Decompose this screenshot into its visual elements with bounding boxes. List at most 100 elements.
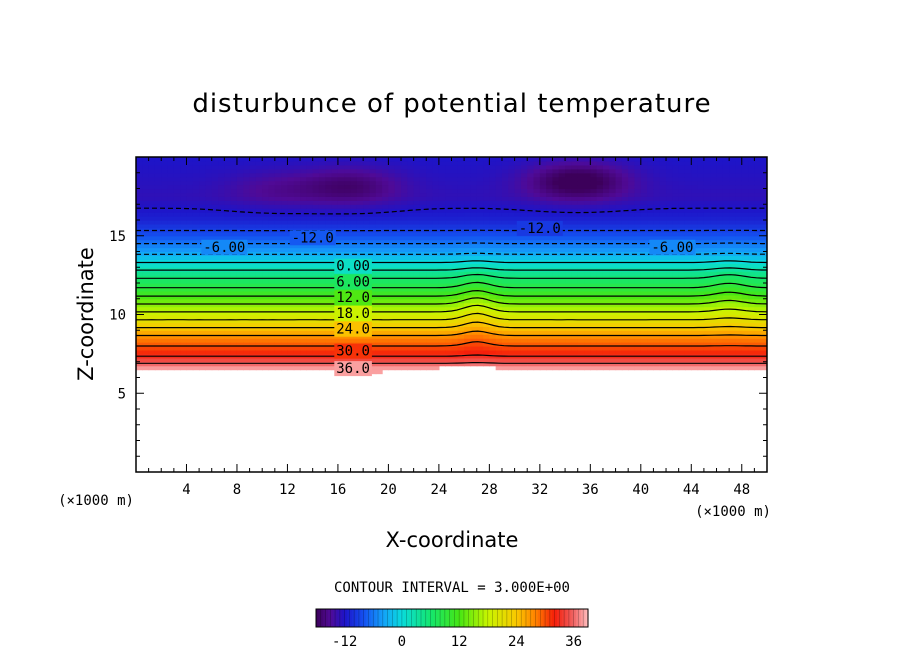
- field-cell: [419, 216, 427, 221]
- field-cell: [413, 346, 421, 351]
- field-cell: [142, 204, 150, 209]
- field-cell: [192, 361, 200, 367]
- field-cell: [173, 180, 181, 186]
- field-cell: [337, 247, 345, 253]
- field-cell: [300, 302, 307, 308]
- field-cell: [262, 223, 270, 229]
- field-cell: [401, 357, 408, 363]
- field-cell: [520, 164, 528, 170]
- field-cell: [672, 168, 680, 174]
- field-cell: [590, 157, 598, 162]
- field-cell: [615, 204, 623, 209]
- field-cell: [205, 271, 213, 276]
- field-cell: [571, 357, 579, 363]
- field-cell: [672, 208, 680, 213]
- field-cell: [274, 227, 282, 233]
- field-cell: [236, 271, 244, 276]
- field-cell: [243, 168, 251, 174]
- field-cell: [501, 357, 509, 363]
- field-cell: [470, 157, 478, 162]
- field-cell: [571, 168, 579, 174]
- field-cell: [161, 168, 169, 174]
- field-cell: [672, 196, 680, 201]
- field-cell: [192, 157, 200, 162]
- field-cell: [136, 243, 143, 249]
- field-cell: [161, 275, 169, 280]
- field-cell: [249, 192, 257, 197]
- field-cell: [281, 223, 289, 229]
- field-cell: [413, 196, 421, 201]
- field-cell: [634, 255, 642, 260]
- field-cell: [634, 196, 642, 201]
- field-cell: [483, 279, 490, 284]
- field-cell: [602, 306, 610, 312]
- field-cell: [432, 279, 440, 284]
- field-cell: [659, 172, 667, 178]
- field-cell: [489, 286, 497, 292]
- field-cell: [584, 349, 591, 355]
- field-cell: [464, 338, 472, 343]
- field-cell: [218, 346, 225, 351]
- field-cell: [470, 160, 478, 166]
- field-cell: [192, 172, 200, 178]
- field-cell: [470, 212, 478, 217]
- field-cell: [262, 172, 270, 178]
- field-cell: [236, 365, 244, 371]
- field-cell: [281, 168, 289, 174]
- field-cell: [218, 188, 225, 194]
- field-cell: [539, 188, 547, 194]
- field-cell: [306, 275, 314, 280]
- field-cell: [533, 302, 541, 308]
- field-cell: [401, 318, 408, 323]
- field-cell: [565, 172, 572, 178]
- field-cell: [590, 204, 598, 209]
- field-cell: [527, 180, 535, 186]
- field-cell: [312, 160, 320, 166]
- field-cell: [596, 231, 604, 237]
- field-cell: [161, 212, 169, 217]
- field-cell: [287, 294, 295, 300]
- field-cell: [684, 330, 692, 335]
- field-cell: [495, 231, 503, 237]
- field-cell: [243, 318, 251, 323]
- field-cell: [331, 172, 339, 178]
- field-cell: [672, 184, 680, 190]
- field-cell: [205, 365, 213, 371]
- field-cell: [476, 176, 484, 182]
- field-cell: [388, 239, 396, 245]
- field-cell: [167, 216, 175, 221]
- field-cell: [640, 255, 648, 260]
- field-cell: [211, 192, 219, 197]
- field-cell: [255, 318, 263, 323]
- field-cell: [388, 279, 396, 284]
- field-cell: [495, 294, 503, 300]
- field-cell: [533, 279, 541, 284]
- field-cell: [173, 318, 181, 323]
- field-cell: [281, 346, 289, 351]
- field-cell: [571, 196, 579, 201]
- field-cell: [710, 263, 718, 268]
- field-cell: [262, 176, 270, 182]
- field-cell: [527, 192, 535, 197]
- field-cell: [136, 204, 143, 209]
- field-cell: [312, 279, 320, 284]
- field-cell: [388, 164, 396, 170]
- field-cell: [520, 271, 528, 276]
- field-cell: [596, 286, 604, 292]
- field-cell: [199, 318, 207, 323]
- field-cell: [413, 318, 421, 323]
- field-cell: [325, 275, 333, 280]
- field-cell: [514, 361, 522, 367]
- field-cell: [539, 168, 547, 174]
- field-cell: [565, 349, 572, 355]
- field-cell: [552, 286, 560, 292]
- field-cell: [438, 275, 446, 280]
- field-cell: [653, 306, 661, 312]
- field-cell: [470, 275, 478, 280]
- field-cell: [331, 338, 339, 343]
- field-cell: [508, 357, 516, 363]
- field-cell: [666, 338, 673, 343]
- field-cell: [205, 349, 213, 355]
- field-cell: [154, 357, 162, 363]
- field-cell: [154, 216, 162, 221]
